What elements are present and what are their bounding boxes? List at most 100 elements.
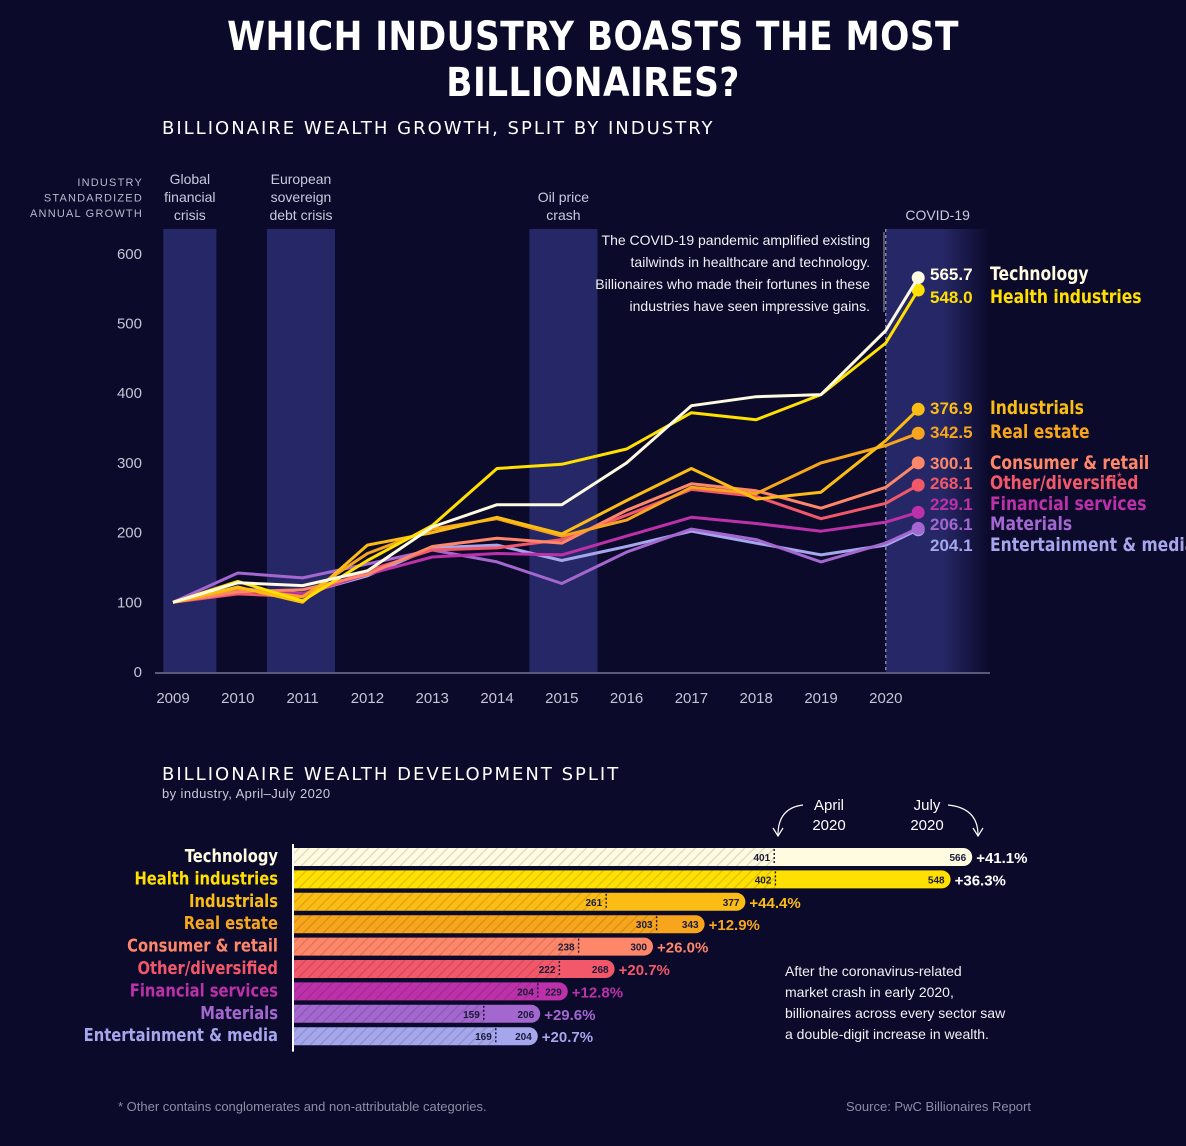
bar-chart-note: After the coronavirus-related market cras… <box>785 961 1005 1045</box>
line-materials <box>172 526 919 604</box>
bar-row-consumer-retail: Consumer & retail 238 300 +26.0% <box>127 935 708 956</box>
bar-row-financial-services: Financial services 204 229 +12.8% <box>130 980 623 1001</box>
bar-row-health-industries: Health industries 402 548 +36.3% <box>134 868 1005 889</box>
april-value: 222 <box>539 965 556 976</box>
april-value: 204 <box>517 987 534 998</box>
y-tick-label: 100 <box>117 594 142 611</box>
x-tick-label: 2009 <box>156 690 189 707</box>
legend-consumer-retail: Consumer & retail <box>990 453 1149 475</box>
annotation-text: The COVID-19 pandemic amplified existing <box>602 232 870 248</box>
event-band-label: financial <box>164 189 215 205</box>
event-band-label: European <box>271 171 332 187</box>
legend-health-industries: Health industries <box>990 287 1142 309</box>
bar-note-line: billionaires across every sector saw <box>785 1005 1006 1021</box>
end-value-entertainment-media: 204.1 <box>930 536 973 555</box>
event-band-0 <box>163 229 217 672</box>
april-arrowhead <box>772 827 784 838</box>
change-label: +20.7% <box>542 1029 593 1046</box>
july-value: 548 <box>928 875 945 886</box>
y-axis-label: ANNUAL GROWTH <box>30 208 143 220</box>
april-value: 261 <box>586 898 603 909</box>
bar-category-label: Technology <box>185 846 279 867</box>
bar-row-other-diversified: Other/diversified 222 268 +20.7% <box>137 958 669 979</box>
legend-entertainment-media: Entertainment & media <box>990 535 1186 557</box>
bar-note-line: market crash in early 2020, <box>785 984 954 1000</box>
event-band-label: sovereign <box>271 189 332 205</box>
event-band-2 <box>529 229 598 672</box>
x-tick-label: 2016 <box>610 690 643 707</box>
annotation-text: industries have seen impressive gains. <box>630 298 870 314</box>
y-axis: INDUSTRY STANDARDIZED ANNUAL GROWTH 0 100 200… <box>30 177 990 707</box>
line-financial-services <box>172 510 919 604</box>
bar-row-technology: Technology 401 566 +41.1% <box>185 846 1028 867</box>
endpoint-materials <box>911 521 925 535</box>
x-tick-label: 2013 <box>416 690 449 707</box>
july-value: 229 <box>545 987 562 998</box>
endpoint-technology <box>911 271 925 285</box>
change-label: +12.9% <box>709 917 760 934</box>
x-tick-label: 2012 <box>351 690 384 707</box>
bar-april-hatch <box>293 960 560 978</box>
bar-chart-subtitle: by industry, April–July 2020 <box>162 786 331 801</box>
x-tick-label: 2014 <box>480 690 513 707</box>
april-value: 401 <box>754 853 771 864</box>
bar-april-hatch <box>293 1027 496 1046</box>
july-value: 204 <box>515 1032 532 1043</box>
april-value: 238 <box>558 943 575 954</box>
event-band-label: Oil price <box>538 189 590 205</box>
annotation-text: tailwinds in healthcare and technology. <box>631 254 870 270</box>
event-band-label: COVID-19 <box>905 207 970 223</box>
series-end-labels: 204.1 Entertainment & media 206.1 Materials… <box>930 264 1186 557</box>
line-chart: Global financial crisis European sovereign de… <box>30 171 1186 707</box>
legend-other-diversified: Other/diversified <box>990 473 1138 495</box>
bar-april-hatch <box>293 848 775 866</box>
endpoint-other-diversified <box>911 478 925 492</box>
july-arrowhead <box>972 827 984 838</box>
y-axis-label: INDUSTRY <box>77 177 143 189</box>
july-header: July <box>914 797 941 814</box>
bar-note-line: a double-digit increase in wealth. <box>785 1026 989 1042</box>
x-tick-label: 2011 <box>286 690 318 707</box>
bars: Technology 401 566 +41.1% Health industries 4… <box>84 844 1028 1052</box>
july-value: 566 <box>950 853 967 864</box>
line-consumer-retail <box>172 461 920 604</box>
main-title: WHICH INDUSTRY BOASTS THE MOST BILLIONAI… <box>227 14 959 106</box>
april-value: 303 <box>636 920 653 931</box>
july-value: 300 <box>630 943 647 954</box>
bar-note-line: After the coronavirus-related <box>785 963 962 979</box>
y-tick-label: 0 <box>134 664 142 681</box>
legend-technology: Technology <box>990 264 1089 286</box>
end-value-financial-services: 229.1 <box>930 495 973 514</box>
change-label: +41.1% <box>976 850 1027 867</box>
bar-row-industrials: Industrials 261 377 +44.4% <box>189 890 801 911</box>
bar-row-entertainment-media: Entertainment & media 169 204 +20.7% <box>84 1025 593 1046</box>
event-band-label: debt crisis <box>269 207 332 223</box>
line-technology <box>172 276 920 604</box>
bar-category-label: Health industries <box>134 868 278 889</box>
bar-april-hatch <box>293 870 776 889</box>
y-tick-label: 600 <box>117 246 142 263</box>
endpoint-real-estate <box>911 426 925 440</box>
end-value-technology: 565.7 <box>930 265 973 284</box>
legend-materials: Materials <box>990 514 1072 536</box>
legend-real-estate: Real estate <box>990 422 1090 444</box>
bar-chart: April 2020 July 2020 Technology 401 566 +41.1%… <box>84 797 1028 1052</box>
y-tick-label: 300 <box>117 455 142 472</box>
endpoint-health-industries <box>911 283 925 297</box>
source: Source: PwC Billionaires Report <box>846 1099 1031 1114</box>
endpoint-industrials <box>911 402 925 416</box>
bar-category-label: Consumer & retail <box>127 935 278 956</box>
legend-industrials: Industrials <box>990 398 1084 420</box>
july-value: 206 <box>518 1010 535 1021</box>
april-header: April <box>814 797 844 814</box>
line-real-estate <box>172 431 919 604</box>
bar-april-hatch <box>293 982 538 1001</box>
change-label: +20.7% <box>619 962 670 979</box>
x-tick-label: 2010 <box>221 690 254 707</box>
bar-april-hatch <box>293 937 579 956</box>
x-tick-label: 2018 <box>740 690 773 707</box>
april-arrow <box>777 804 804 836</box>
july-value: 343 <box>682 920 699 931</box>
bar-category-label: Other/diversified <box>137 958 278 979</box>
bar-category-label: Entertainment & media <box>84 1025 278 1046</box>
